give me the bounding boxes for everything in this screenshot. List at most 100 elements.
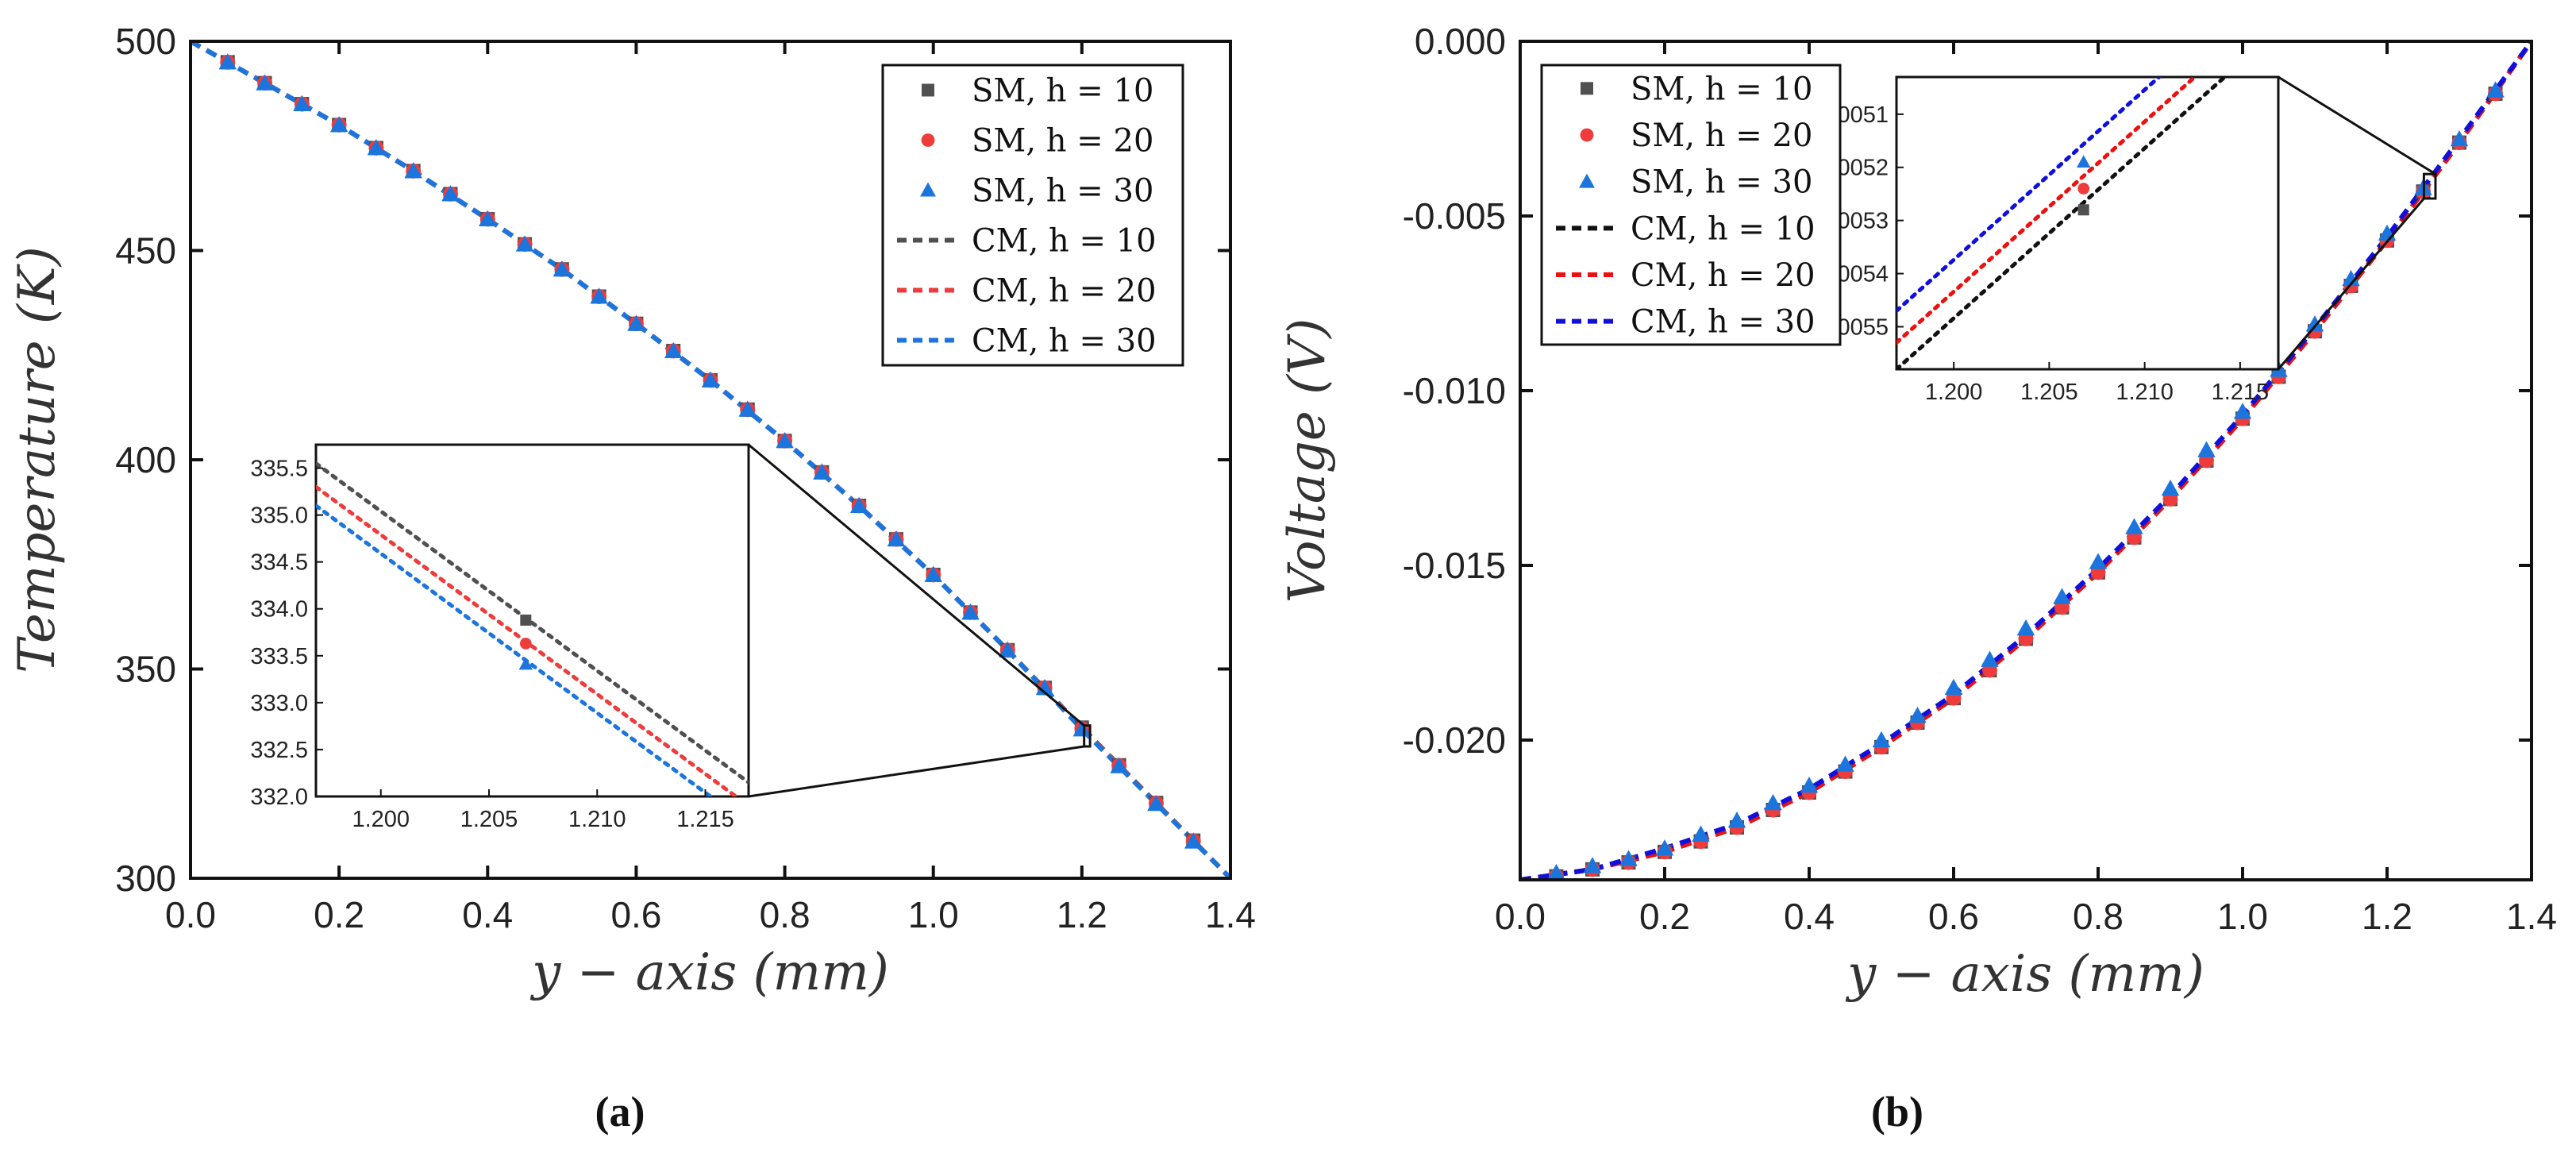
y-tick-label: 350 [115, 649, 176, 690]
inset-line-cm-h-10 [1896, 77, 2228, 369]
x-axis-label: y − axis (mm) [1845, 945, 2204, 1004]
inset-x-tick-label: 1.210 [2116, 380, 2174, 405]
data-point-sm-h-30 [1908, 706, 1927, 723]
data-point-sm-h-30 [590, 287, 608, 304]
x-tick-label: 0.8 [2073, 896, 2124, 937]
data-point-sm-h-30 [1981, 650, 1999, 667]
inset-frame [1895, 75, 2280, 371]
legend-label: CM, h = 20 [972, 273, 1157, 310]
y-tick-label: -0.010 [1403, 370, 1506, 411]
data-point-sm-h-30 [1944, 678, 1963, 695]
data-point-sm-h-30 [293, 94, 311, 112]
data-point-sm-h-30 [1619, 850, 1638, 866]
data-point-sm-h-30 [1035, 678, 1054, 696]
data-point-sm-h-30 [813, 463, 831, 480]
data-point-sm-h-30 [1727, 811, 1746, 828]
data-point-sm-h-30 [887, 530, 906, 547]
inset-point-sm-h-20 [2077, 183, 2090, 195]
inset-x-tick-label: 1.215 [2212, 380, 2270, 405]
inset-frame [314, 443, 750, 798]
data-point-sm-h-30 [2125, 518, 2143, 534]
data-point-sm-h-30 [515, 235, 534, 252]
inset-y-tick-label: 333.5 [250, 644, 308, 669]
data-point-sm-h-30 [2342, 269, 2360, 287]
x-tick-label: 0.0 [165, 894, 216, 935]
legend-label: CM, h = 30 [1631, 304, 1816, 341]
data-point-sm-h-30 [218, 53, 237, 70]
data-point-sm-h-30 [1764, 793, 1782, 811]
y-tick-label: 450 [115, 230, 176, 272]
data-point-sm-h-30 [738, 400, 757, 417]
legend-label: SM, h = 30 [972, 173, 1153, 210]
zoom-connector [2277, 198, 2425, 370]
x-tick-label: 0.8 [760, 894, 811, 935]
data-point-sm-h-30 [256, 74, 274, 91]
data-point-sm-h-30 [1583, 857, 1602, 873]
data-point-sm-h-30 [1800, 776, 1819, 793]
data-point-sm-h-30 [701, 371, 720, 388]
legend-label: SM, h = 20 [1631, 118, 1812, 154]
data-point-sm-h-30 [441, 185, 460, 202]
legend-label: SM, h = 20 [972, 123, 1153, 160]
caption-b: (b) [1871, 1088, 1923, 1136]
data-point-sm-h-30 [627, 314, 645, 331]
legend-label: CM, h = 20 [1631, 257, 1816, 294]
data-point-sm-h-30 [849, 496, 868, 513]
inset-line-cm-h-30 [1896, 77, 2162, 313]
inset-point-sm-h-10 [520, 614, 532, 626]
data-point-sm-h-30 [776, 432, 794, 449]
x-tick-label: 0.0 [1495, 896, 1546, 937]
legend-a: SM, h = 10 SM, h = 20 SM, h = 30 CM, h = 10… [881, 64, 1184, 367]
data-point-sm-h-30 [2305, 315, 2324, 332]
x-tick-label: 0.6 [1928, 896, 1979, 937]
inset-line-cm-h-30 [316, 503, 714, 796]
inset-point-sm-h-30 [518, 657, 533, 670]
zoom-box [2422, 172, 2437, 200]
x-tick-label: 0.2 [314, 894, 364, 935]
legend-b: SM, h = 10 SM, h = 20 SM, h = 30 CM, h = 10… [1540, 64, 1842, 346]
inset-a: 1.200 1.205 1.210 1.215 332.0 332.5 333.0 333.5… [250, 443, 750, 832]
plot-area-a [191, 41, 1230, 878]
legend-label: SM, h = 10 [972, 73, 1153, 110]
data-point-sm-h-30 [2053, 588, 2071, 604]
inset-x-tick-label: 1.210 [568, 807, 626, 832]
inset-y-tick-label: 335.5 [250, 457, 308, 482]
zoom-box [1083, 724, 1092, 748]
legend-label: SM, h = 30 [1631, 164, 1812, 201]
inset-y-tick-label: 335.0 [250, 503, 308, 529]
panel-b: (b) 0.0 0.2 0.4 0.6 0.8 1.0 1.2 1.4 0.000 -0.005 -… [1278, 21, 2557, 1136]
data-point-sm-h-30 [2486, 81, 2505, 98]
data-point-sm-h-30 [999, 641, 1017, 657]
data-point-sm-h-30 [479, 210, 497, 226]
x-tick-label: 1.4 [2506, 896, 2557, 937]
legend-label: CM, h = 10 [1631, 210, 1816, 247]
inset-line-cm-h-20 [1896, 77, 2198, 345]
data-point-sm-h-30 [1072, 720, 1092, 737]
y-tick-label: -0.015 [1403, 545, 1506, 586]
data-point-sm-h-30 [1547, 863, 1565, 880]
y-tick-label: 300 [115, 858, 176, 899]
zoom-connector [748, 745, 1084, 798]
x-tick-label: 0.6 [610, 894, 661, 935]
x-tick-label: 1.0 [2217, 896, 2268, 937]
inset-line-cm-h-20 [316, 484, 740, 796]
legend-marker [921, 133, 935, 147]
data-point-sm-h-30 [1872, 731, 1891, 747]
inset-y-tick-label: 332.5 [250, 738, 308, 763]
data-point-sm-h-30 [404, 162, 422, 179]
inset-line-cm-h-10 [316, 461, 749, 785]
y-tick-label: 500 [115, 21, 176, 62]
y-axis-label: Temperature (K) [8, 246, 67, 673]
legend-label: SM, h = 10 [1631, 71, 1812, 107]
data-point-sm-h-30 [367, 139, 386, 156]
inset-b: 1.200 1.205 1.210 1.215-0.0051-0.0052-0.005… [1811, 75, 2280, 405]
x-tick-label: 0.4 [462, 894, 513, 935]
legend-marker [1581, 82, 1593, 95]
data-point-sm-h-30 [1184, 832, 1203, 849]
inset-point-sm-h-30 [2076, 155, 2091, 168]
legend-marker [922, 83, 934, 97]
panel-a: (a) 0.0 0.2 0.4 0.6 0.8 1.0 1.2 1.4 300 350 400 450… [8, 21, 1256, 1136]
x-tick-label: 1.4 [1205, 894, 1256, 935]
plot-frame-b [1519, 40, 2533, 881]
